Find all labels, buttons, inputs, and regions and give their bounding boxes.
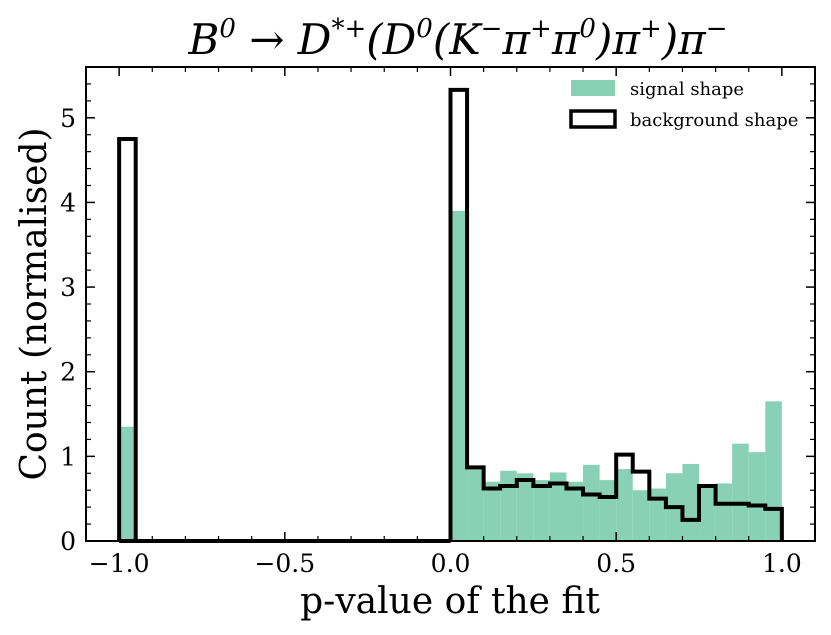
signal-bar <box>467 469 484 541</box>
x-tick-labels: −1.0 −0.5 0.0 0.5 1.0 <box>89 549 802 578</box>
y-tick-label: 0 <box>60 527 76 556</box>
y-tick-label: 4 <box>60 188 76 217</box>
title-part: (D <box>366 15 416 64</box>
title-sup: − <box>706 14 728 44</box>
y-axis-label: Count (normalised) <box>14 127 55 480</box>
x-tick-label: 0.0 <box>431 549 471 578</box>
y-tick-label: 3 <box>60 273 76 302</box>
signal-bar <box>119 426 136 541</box>
signal-bar <box>682 463 700 541</box>
title-part: π <box>501 15 531 64</box>
legend-swatch-signal <box>571 80 615 96</box>
title-part: (K <box>433 15 483 64</box>
y-tick-label: 2 <box>60 358 76 387</box>
signal-bar <box>715 483 733 541</box>
signal-bar <box>566 481 584 541</box>
signal-bar <box>632 490 650 541</box>
background-step-line <box>448 87 784 541</box>
x-tick-label: −1.0 <box>89 549 150 578</box>
signal-bar <box>516 473 534 541</box>
plot-area <box>117 87 784 543</box>
signal-bar <box>500 470 517 541</box>
legend-label-signal: signal shape <box>630 79 744 100</box>
legend: signal shape background shape <box>569 79 798 131</box>
title-part: )π <box>595 15 641 64</box>
signal-series <box>119 210 782 541</box>
chart-title: B0 → D*+(D0(K−π+π0)π+)π− <box>187 14 727 64</box>
legend-swatch-background <box>569 109 617 129</box>
title-sup: + <box>530 14 552 44</box>
y-tick-label: 1 <box>60 442 76 471</box>
title-sup: *+ <box>331 14 366 44</box>
signal-bar <box>765 401 782 541</box>
signal-bar <box>748 452 766 541</box>
signal-bar <box>699 485 716 541</box>
title-part: )π <box>661 15 707 64</box>
legend-label-background: background shape <box>630 110 798 131</box>
signal-bar <box>450 210 468 541</box>
x-tick-label: 1.0 <box>762 549 802 578</box>
signal-bar <box>533 480 550 541</box>
y-tick-label: 5 <box>60 104 76 133</box>
signal-bar <box>483 481 501 541</box>
signal-bar <box>549 472 567 541</box>
signal-bar <box>583 464 600 541</box>
title-part: → D <box>236 15 332 64</box>
signal-bar <box>599 480 617 541</box>
x-axis-label: p-value of the fit <box>300 581 600 622</box>
title-sup: 0 <box>416 14 433 44</box>
title-sup: 0 <box>579 14 596 44</box>
title-part: B <box>187 15 219 64</box>
plot-frame <box>85 66 816 542</box>
signal-bar <box>649 488 666 541</box>
x-tick-label: −0.5 <box>254 549 315 578</box>
signal-bar <box>616 469 633 541</box>
y-tick-labels: 0 1 2 3 4 5 <box>60 104 76 556</box>
x-tick-label: 0.5 <box>596 549 636 578</box>
title-sup: − <box>481 14 503 44</box>
background-step-line <box>117 136 138 541</box>
title-sup: + <box>640 14 662 44</box>
signal-bar <box>732 443 749 541</box>
title-sup: 0 <box>219 14 236 44</box>
title-part: π <box>551 15 581 64</box>
